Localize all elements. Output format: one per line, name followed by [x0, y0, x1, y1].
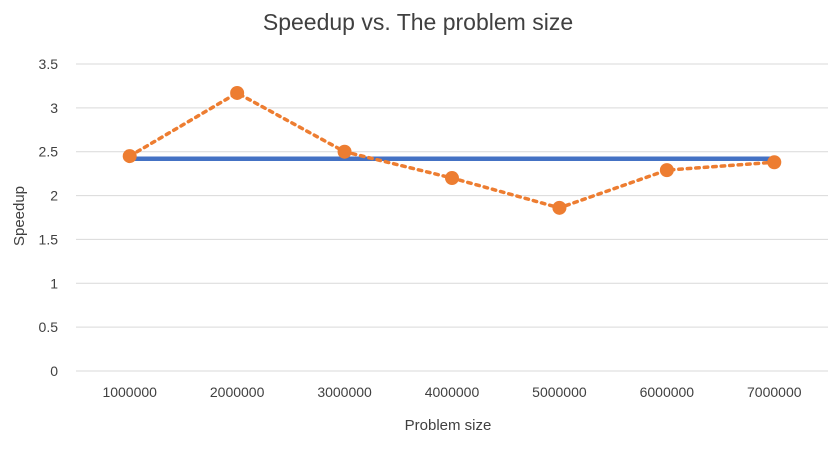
x-tick-label: 3000000	[317, 384, 372, 400]
y-tick-label: 2.5	[39, 144, 59, 160]
data-point	[445, 171, 459, 186]
series-layer	[122, 85, 782, 215]
y-tick-label: 3	[50, 100, 58, 116]
data-point	[230, 85, 245, 100]
x-tick-label: 2000000	[210, 384, 265, 400]
gridlines	[76, 63, 828, 372]
data-point	[767, 155, 782, 170]
y-axis-title: Speedup	[11, 186, 28, 246]
x-axis-title: Problem size	[405, 417, 492, 434]
y-tick-label: 3.5	[39, 56, 59, 72]
series-line-dotted	[127, 90, 777, 210]
data-point	[659, 163, 674, 178]
y-tick-label: 1	[50, 275, 58, 291]
data-point	[337, 144, 352, 159]
data-point	[552, 200, 567, 215]
x-axis-ticks: 1000000 2000000 3000000 4000000 5000000 60000…	[102, 384, 801, 400]
y-tick-label: 0	[50, 363, 58, 379]
chart-title: Speedup vs. The problem size	[263, 9, 573, 35]
x-tick-label: 4000000	[425, 384, 480, 400]
x-tick-label: 5000000	[532, 384, 587, 400]
y-tick-label: 0.5	[39, 319, 59, 335]
y-tick-label: 2	[50, 188, 58, 204]
y-axis-ticks: 0 0.5 1 1.5 2 2.5 3 3.5	[39, 56, 59, 379]
y-tick-label: 1.5	[39, 231, 59, 247]
x-tick-label: 1000000	[102, 384, 157, 400]
data-point	[122, 149, 137, 164]
series-0	[122, 85, 782, 215]
x-tick-label: 7000000	[747, 384, 802, 400]
x-tick-label: 6000000	[640, 384, 695, 400]
